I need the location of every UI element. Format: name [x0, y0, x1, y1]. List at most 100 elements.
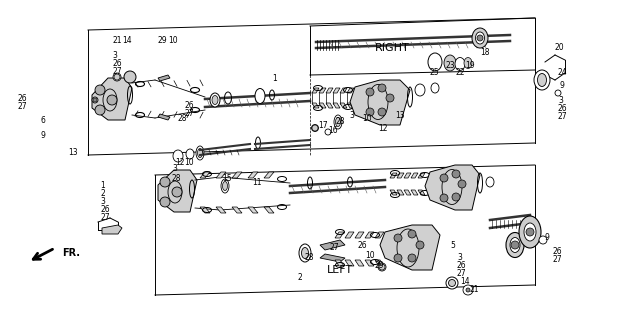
Text: 13: 13: [68, 148, 78, 156]
Text: 3: 3: [558, 95, 563, 105]
Polygon shape: [380, 225, 440, 270]
Text: 25: 25: [430, 68, 440, 76]
Circle shape: [378, 108, 386, 116]
Text: 11: 11: [252, 178, 262, 187]
Polygon shape: [320, 254, 345, 262]
Text: 26: 26: [457, 261, 466, 270]
Polygon shape: [333, 103, 340, 108]
Text: 3: 3: [457, 253, 462, 262]
Polygon shape: [345, 232, 354, 238]
Circle shape: [408, 254, 416, 262]
Polygon shape: [404, 173, 411, 178]
Ellipse shape: [431, 83, 439, 93]
Text: FR.: FR.: [62, 248, 80, 258]
Polygon shape: [345, 260, 354, 266]
Ellipse shape: [464, 58, 472, 68]
Text: 28: 28: [305, 253, 315, 262]
Ellipse shape: [534, 70, 550, 90]
Polygon shape: [390, 190, 397, 195]
Circle shape: [458, 180, 466, 188]
Text: 20: 20: [555, 43, 565, 52]
Ellipse shape: [476, 32, 484, 44]
Polygon shape: [365, 260, 374, 266]
Text: 12: 12: [175, 157, 184, 166]
Circle shape: [463, 285, 473, 295]
Ellipse shape: [302, 247, 308, 259]
Ellipse shape: [299, 244, 311, 262]
Circle shape: [416, 241, 424, 249]
Polygon shape: [232, 172, 242, 178]
Polygon shape: [397, 190, 404, 195]
Ellipse shape: [444, 55, 456, 71]
Polygon shape: [232, 207, 242, 213]
Polygon shape: [404, 190, 411, 195]
Text: 12: 12: [378, 124, 387, 132]
Text: 26: 26: [553, 247, 563, 257]
Circle shape: [466, 288, 470, 292]
Polygon shape: [418, 190, 425, 195]
Polygon shape: [158, 114, 170, 120]
Polygon shape: [347, 103, 354, 108]
Ellipse shape: [312, 124, 318, 132]
Ellipse shape: [415, 84, 425, 96]
Text: 9: 9: [560, 81, 565, 90]
Text: LEFT: LEFT: [327, 265, 353, 275]
Ellipse shape: [325, 129, 331, 135]
Polygon shape: [158, 75, 170, 81]
Ellipse shape: [210, 93, 220, 107]
Circle shape: [511, 241, 519, 249]
Text: 28: 28: [336, 116, 346, 125]
Polygon shape: [264, 207, 274, 213]
Text: 2: 2: [298, 274, 303, 283]
Text: 27: 27: [185, 108, 194, 117]
Text: 6: 6: [40, 116, 45, 124]
Ellipse shape: [455, 58, 465, 70]
Text: 29: 29: [375, 260, 384, 269]
Text: 27: 27: [112, 67, 122, 76]
Polygon shape: [335, 232, 344, 238]
Text: 28: 28: [178, 114, 188, 123]
Circle shape: [95, 85, 105, 95]
Text: 27: 27: [558, 111, 568, 121]
Text: 27: 27: [553, 255, 563, 265]
Polygon shape: [264, 172, 274, 178]
Ellipse shape: [537, 74, 547, 86]
Polygon shape: [312, 103, 319, 108]
Text: 26: 26: [558, 103, 568, 113]
Ellipse shape: [334, 115, 342, 129]
Circle shape: [366, 108, 374, 116]
Circle shape: [160, 177, 170, 187]
Ellipse shape: [113, 73, 121, 81]
Circle shape: [379, 264, 385, 270]
Text: 2: 2: [100, 188, 105, 197]
Polygon shape: [312, 88, 319, 93]
Polygon shape: [411, 173, 418, 178]
Text: 26: 26: [185, 100, 194, 109]
Circle shape: [366, 88, 374, 96]
Circle shape: [394, 234, 402, 242]
Circle shape: [386, 94, 394, 102]
Polygon shape: [216, 207, 226, 213]
Text: 9: 9: [40, 131, 45, 140]
Ellipse shape: [336, 117, 341, 126]
Polygon shape: [355, 232, 364, 238]
Polygon shape: [375, 260, 384, 266]
Polygon shape: [102, 225, 122, 234]
Text: 3: 3: [349, 110, 354, 119]
Polygon shape: [248, 172, 258, 178]
Circle shape: [394, 254, 402, 262]
Polygon shape: [248, 207, 258, 213]
Text: 10: 10: [168, 36, 178, 44]
Ellipse shape: [472, 28, 488, 48]
Polygon shape: [92, 78, 132, 120]
Ellipse shape: [173, 150, 183, 162]
Polygon shape: [319, 103, 326, 108]
Circle shape: [452, 193, 460, 201]
Polygon shape: [200, 207, 210, 213]
Ellipse shape: [197, 148, 202, 157]
Circle shape: [312, 125, 318, 131]
Ellipse shape: [92, 97, 98, 103]
Text: 18: 18: [480, 47, 489, 57]
Polygon shape: [216, 172, 226, 178]
Text: 27: 27: [100, 212, 110, 221]
